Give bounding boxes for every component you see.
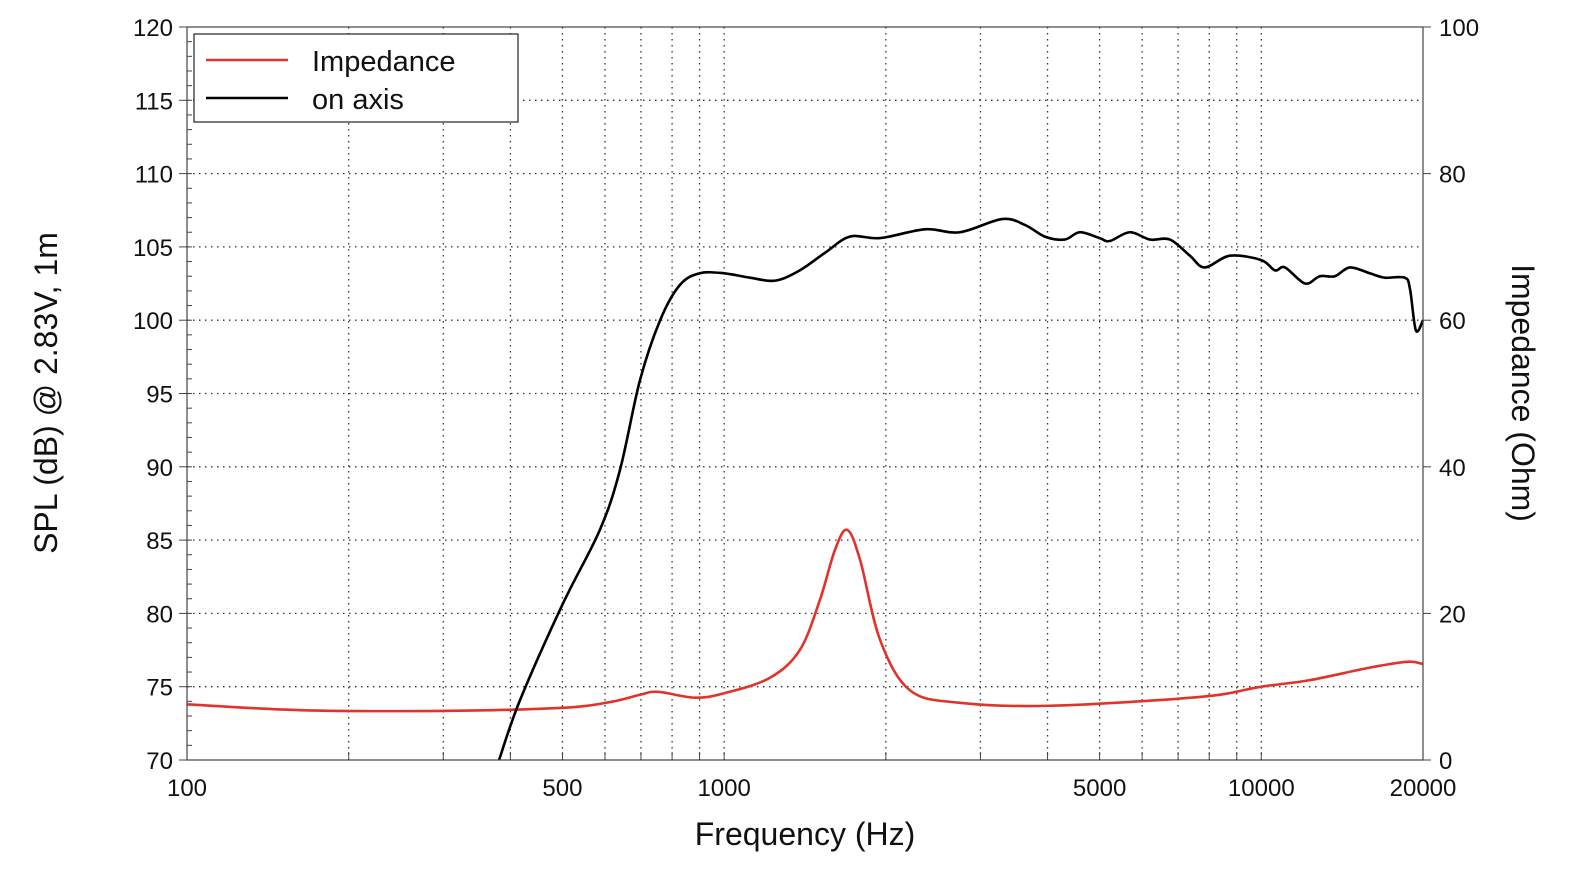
y-tick-label: 70 [146,748,173,775]
x-tick-label: 500 [542,775,582,802]
x-tick-label: 100 [167,775,207,802]
x-tick-label: 5000 [1073,775,1126,802]
x-tick-label: 20000 [1390,775,1457,802]
y-tick-label: 105 [133,235,173,262]
y-tick-label: 90 [146,455,173,482]
series-line-on-axis [497,217,1425,761]
y2-tick-label: 40 [1439,455,1466,482]
curves [186,217,1425,761]
x-axis-label: Frequency (Hz) [695,816,916,852]
y-tick-label: 100 [133,308,173,335]
x-tick-label: 10000 [1228,775,1295,802]
ticks: 70 75 80 85 90 95 100 105 110 115 120 0 20 40 60 80 100 1… [133,15,1479,802]
legend-label-impedance: Impedance [312,46,456,78]
legend-label-on-axis: on axis [312,84,404,116]
y-axis-label: SPL (dB) @ 2.83V, 1m [28,232,64,554]
y2-tick-label: 0 [1439,748,1452,775]
x-tick-label: 1000 [697,775,750,802]
series-line-impedance [186,528,1424,713]
y-tick-label: 120 [133,15,173,42]
legend: Impedance on axis [193,33,519,123]
legend-box [193,33,519,123]
y-tick-label: 110 [135,162,173,189]
y-tick-label: 115 [135,88,173,115]
y2-tick-label: 100 [1439,15,1479,42]
y-tick-label: 85 [146,528,173,555]
y-tick-label: 75 [146,675,173,702]
y2-axis-label: Impedance (Ohm) [1505,264,1541,522]
y-tick-label: 80 [146,601,173,628]
y2-tick-label: 20 [1439,601,1466,628]
y2-tick-label: 60 [1439,308,1466,335]
y-tick-label: 95 [146,382,173,409]
y2-tick-label: 80 [1439,162,1466,189]
grid [187,27,1423,760]
